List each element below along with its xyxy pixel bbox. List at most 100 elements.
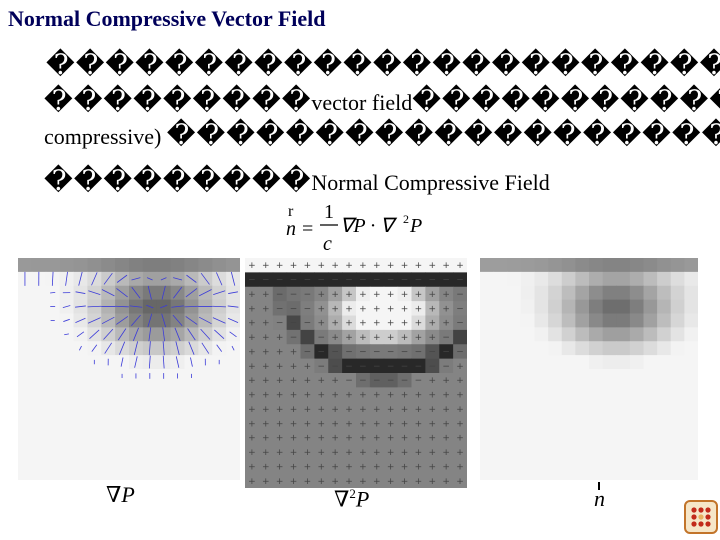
- sign-mark: +: [415, 419, 423, 429]
- sign-mark: +: [442, 405, 450, 415]
- pixel-cell: [59, 396, 74, 412]
- pixel-cell: [670, 410, 685, 425]
- pixel-cell: [245, 315, 260, 331]
- pixel-cell: [575, 299, 590, 314]
- sign-mark: −: [331, 276, 339, 286]
- pixel-cell: [643, 410, 658, 425]
- pixel-cell: [18, 396, 33, 412]
- pixel-cell: [45, 341, 61, 356]
- pixel-cell: [684, 396, 698, 412]
- pixel-cell: [520, 410, 535, 425]
- pixel-cell: [342, 473, 357, 488]
- pixel-cell: [156, 382, 172, 398]
- sign-mark: −: [345, 362, 353, 372]
- unrendered-glyphs: �������������������������: [46, 50, 720, 81]
- pixel-cell: [156, 452, 172, 467]
- gradient-vector: [88, 290, 101, 296]
- gradient-vector: [62, 305, 71, 308]
- sign-mark: +: [248, 261, 256, 271]
- pixel-cell: [629, 382, 644, 398]
- pixel-cell: [425, 459, 440, 475]
- pixel-cell: [439, 430, 454, 446]
- pixel-cell: [300, 444, 315, 460]
- pixel-cell: [397, 286, 412, 302]
- pixel-cell: [561, 424, 576, 439]
- gradient-vector: [160, 304, 168, 309]
- gradient-vector: [147, 285, 152, 300]
- pixel-cell: [258, 444, 274, 460]
- pixel-cell: [328, 344, 343, 360]
- pixel-cell: [411, 301, 426, 316]
- pixel-cell: [561, 327, 576, 342]
- pixel-cell: [245, 272, 260, 288]
- sign-mark: +: [415, 391, 423, 401]
- pixel-cell: [101, 369, 116, 384]
- pixel-cell: [45, 355, 61, 370]
- sign-mark: +: [429, 391, 437, 401]
- pixel-cell: [272, 286, 288, 302]
- formula-numerator: 1: [324, 201, 334, 223]
- pixel-cell: [18, 285, 33, 301]
- pixel-cell: [369, 258, 385, 273]
- pixel-cell: [520, 341, 535, 356]
- pixel-cell: [142, 438, 158, 453]
- pixel-cell: [397, 459, 412, 475]
- pixel-cell: [59, 438, 74, 453]
- pixel-cell: [616, 424, 631, 439]
- pixel-cell: [493, 410, 508, 425]
- pixel-cell: [369, 473, 385, 488]
- pixel-cell: [212, 369, 227, 384]
- pixel-cell: [272, 401, 288, 417]
- sign-mark: +: [331, 333, 339, 343]
- grid-dots-icon[interactable]: [684, 500, 718, 534]
- sign-mark: +: [456, 434, 464, 444]
- pixel-cell: [300, 473, 315, 488]
- sign-mark: +: [401, 290, 409, 300]
- sign-mark: +: [331, 290, 339, 300]
- pixel-cell: [226, 382, 240, 398]
- formula-tail: P: [409, 215, 422, 237]
- sign-mark: +: [401, 419, 409, 429]
- pixel-cell: [575, 258, 590, 273]
- pixel-cell: [101, 466, 116, 480]
- pixel-cell: [548, 369, 563, 384]
- pixel-cell: [286, 286, 301, 302]
- pixel-cell: [18, 313, 33, 328]
- sign-mark: +: [262, 290, 270, 300]
- pixel-cell: [101, 258, 116, 273]
- sign-mark: +: [290, 419, 298, 429]
- pixel-cell: [286, 444, 301, 460]
- pixel-cell: [245, 301, 260, 316]
- pixel-cell: [356, 329, 371, 345]
- gradient-vector: [116, 288, 128, 298]
- pixel-cell: [507, 452, 522, 467]
- pixel-cell: [480, 410, 495, 425]
- formula-sup: 2: [403, 212, 409, 226]
- pixel-cell: [356, 301, 371, 316]
- pixel-cell: [328, 473, 343, 488]
- pixel-cell: [198, 369, 213, 384]
- gradient-vector: [116, 274, 128, 283]
- pixel-cell: [548, 258, 563, 273]
- pixel-cell: [369, 344, 385, 360]
- pixel-cell: [629, 466, 644, 480]
- pixel-cell: [629, 369, 644, 384]
- pixel-cell: [383, 459, 399, 475]
- sign-mark: +: [359, 434, 367, 444]
- pixel-cell: [453, 272, 467, 288]
- pixel-cell: [272, 473, 288, 488]
- pixel-cell: [272, 373, 288, 388]
- pixel-cell: [198, 258, 213, 273]
- text-line-3: compressive) �������������������: [44, 118, 720, 152]
- gradient-vector: [228, 291, 238, 294]
- pixel-cell: [300, 301, 315, 316]
- sign-mark: +: [276, 477, 284, 487]
- pixel-cell: [439, 286, 454, 302]
- pixel-cell: [397, 444, 412, 460]
- gradient-vector: [187, 328, 196, 341]
- pixel-cell: [684, 355, 698, 370]
- pixel-cell: [425, 315, 440, 331]
- sign-mark: +: [442, 319, 450, 329]
- pixel-cell: [369, 373, 385, 388]
- pixel-cell: [493, 271, 508, 287]
